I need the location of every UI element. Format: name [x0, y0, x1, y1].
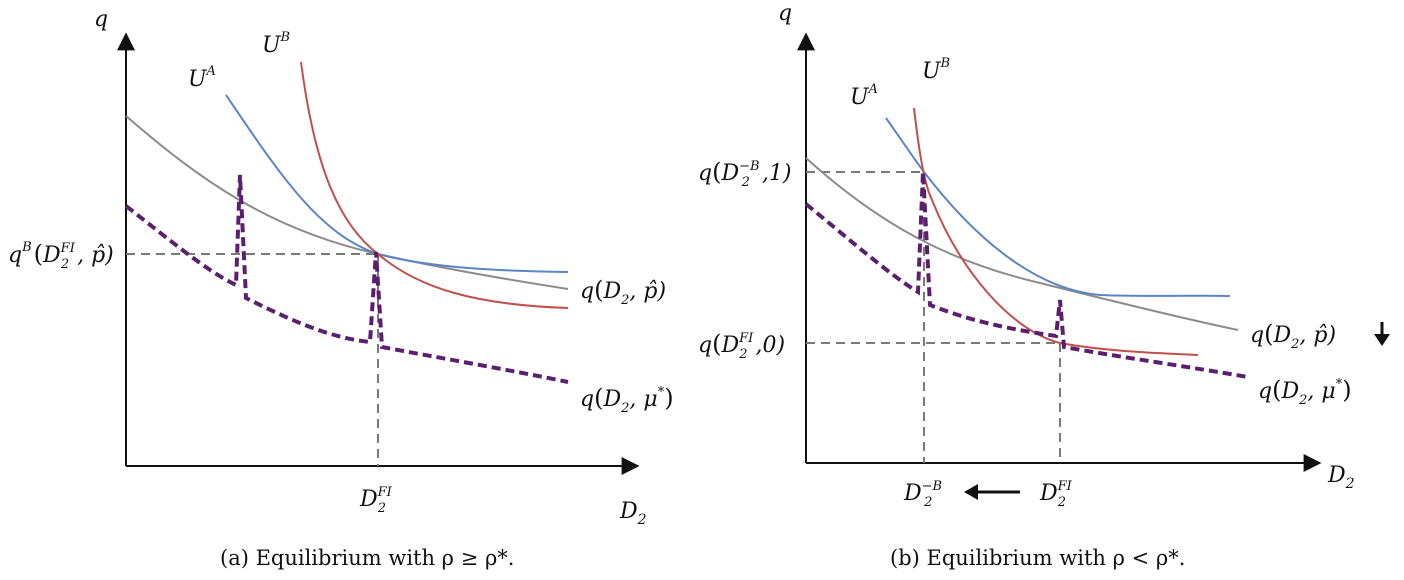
panel-a: q D2 UA UB qB(DFI 2, p̂) q(D2, p̂) q(D2, … — [8, 7, 674, 570]
panel-b-q-p-hat-label: q(D2, p̂) — [1250, 320, 1336, 352]
panel-a-utility-a-label: UA — [188, 64, 216, 92]
panel-a-y-axis-label: q — [94, 7, 108, 32]
panel-b-x-tick-b-label: D−B 2 — [903, 479, 942, 510]
panel-b-x-tick-fi-label: DFI 2 — [1039, 479, 1073, 510]
panel-a-y-tick-label: qB(DFI 2, p̂) — [8, 240, 114, 272]
panel-b-y-axis-label: q — [778, 1, 792, 26]
panel-a-caption: (a) Equilibrium with ρ ≥ ρ*. — [220, 546, 514, 570]
panel-a-utility-b-label: UB — [262, 30, 290, 58]
panel-a-x-axis-label: D2 — [619, 499, 647, 528]
panel-a-q-mu-star-label: q(D2, μ*) — [580, 384, 674, 416]
panel-b-shift-left-arrow — [964, 484, 1020, 500]
panel-b-utility-a-label: UA — [850, 82, 878, 110]
panel-a-curve-q-mu-star — [124, 174, 569, 384]
panel-a-q-p-hat-label: q(D2, p̂) — [580, 276, 666, 308]
panel-b-curve-utility-a — [885, 117, 1231, 297]
panel-b-curve-utility-b — [913, 107, 1199, 356]
panel-b-caption: (b) Equilibrium with ρ < ρ*. — [890, 546, 1185, 570]
panel-b-shift-down-arrow — [1374, 322, 1390, 346]
panel-b-y-tick-top-label: q(D−B 2,1) — [698, 158, 791, 190]
panel-b-utility-b-label: UB — [922, 56, 950, 84]
panel-b-y-tick-bottom-label: q(DFI 2,0) — [698, 330, 785, 362]
panel-b-x-axis-label: D2 — [1327, 463, 1355, 492]
panel-b-curve-q-p-hat — [805, 157, 1239, 331]
panel-b-q-mu-star-label: q(D2, μ*) — [1258, 376, 1352, 408]
panel-a-curve-q-p-hat — [125, 115, 569, 290]
panel-b-curve-q-mu-star — [804, 171, 1249, 379]
panel-b: q D2 UA UB q(D−B 2,1) q(DFI 2,0) q(D2, p̂)… — [698, 1, 1390, 570]
panel-a-curve-utility-a — [225, 94, 569, 273]
panel-a-x-tick-label: DFI 2 — [359, 485, 393, 516]
